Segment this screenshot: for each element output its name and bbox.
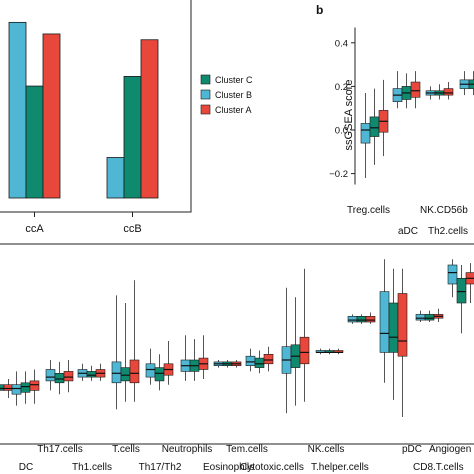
bottom-box — [129, 359, 140, 384]
b-x-label: aDC — [398, 226, 418, 237]
legend-swatch-cluster-c — [200, 74, 211, 85]
bottom-x-label: Cytotoxic.cells — [240, 462, 304, 473]
b-box — [360, 123, 371, 144]
bar-x-ticks: ccA ccB — [25, 212, 142, 235]
bottom-box — [111, 361, 122, 384]
bar-group — [8, 21, 159, 199]
bottom-x-label: Th1.cells — [72, 462, 112, 473]
bottom-x-label: Tem.cells — [226, 444, 268, 455]
panel-letter-b: b — [316, 3, 323, 17]
boxplot-panel-b: b ssGSEA score 0.4 0.2 0.0 −0.2 Treg.cells a… — [316, 3, 474, 237]
bottom-box — [379, 291, 390, 353]
bottom-box — [154, 367, 165, 382]
bottom-box — [0, 384, 5, 391]
bottom-box — [365, 315, 376, 323]
bar-x-tick-label: ccB — [123, 223, 141, 235]
bar-ccA-cluster-b — [8, 21, 27, 199]
bar-x-tick-label: ccA — [25, 223, 44, 235]
bottom-x-label: CD8.T.cells — [413, 462, 464, 473]
b-y-tick-label: 0.4 — [335, 38, 348, 49]
legend-swatch-cluster-b — [200, 89, 211, 100]
legend-label: Cluster B — [215, 90, 252, 100]
bottom-box — [254, 357, 265, 368]
bottom-x-label: NK.cells — [308, 444, 345, 455]
b-y-tick-label: 0.2 — [335, 82, 348, 93]
bottom-x-label: Th17/Th2 — [139, 462, 182, 473]
b-y-tick-label: −0.2 — [329, 169, 348, 180]
bottom-box — [415, 314, 426, 321]
bar-plot-frame — [0, 0, 192, 213]
bottom-box — [45, 369, 56, 382]
bottom-x-label: Th17.cells — [37, 444, 83, 455]
bottom-plot-frame — [0, 243, 474, 445]
b-box — [443, 88, 454, 96]
bottom-box — [86, 371, 97, 378]
legend-swatch-cluster-a — [200, 104, 211, 115]
b-x-labels: Treg.cells aDC Th2.cells NK.CD56b — [347, 205, 468, 237]
bottom-x-label: Angiogen — [429, 444, 471, 455]
bar-ccA-cluster-c — [25, 85, 44, 199]
bar-ccB-cluster-b — [106, 157, 125, 199]
bottom-x-label: pDC — [402, 444, 422, 455]
bottom-box — [29, 380, 40, 391]
bottom-x-label: T.cells — [112, 444, 140, 455]
b-x-label: Treg.cells — [347, 205, 390, 216]
b-y-tick-label: 0.0 — [335, 126, 348, 137]
bar-panel: ccA ccB Cluster C Cluster B Cluster A — [0, 0, 253, 235]
b-box — [369, 116, 380, 137]
bottom-x-label: T.helper.cells — [311, 462, 369, 473]
bottom-box — [54, 372, 65, 384]
bar-legend: Cluster C Cluster B Cluster A — [200, 74, 253, 115]
b-x-label: Th2.cells — [428, 226, 468, 237]
bottom-box — [145, 363, 156, 378]
bottom-x-label: Eosinophils — [203, 462, 254, 473]
bar-ccB-cluster-c — [123, 76, 142, 199]
bottom-box — [245, 355, 256, 367]
b-y-axis-label: ssGSEA score — [343, 80, 355, 151]
bottom-x-label: Neutrophils — [162, 444, 213, 455]
b-y-axis: 0.4 0.2 0.0 −0.2 — [329, 27, 356, 185]
b-box — [410, 81, 421, 98]
bottom-box — [356, 315, 367, 323]
b-x-label: NK.CD56b — [420, 205, 468, 216]
bottom-box — [11, 384, 22, 395]
bottom-box — [388, 302, 399, 353]
legend-label: Cluster A — [215, 105, 252, 115]
bottom-box — [397, 293, 408, 357]
bottom-box — [456, 277, 467, 304]
bottom-box — [299, 336, 310, 365]
bottom-box — [63, 371, 74, 382]
bottom-box — [20, 382, 31, 393]
bottom-box — [424, 314, 435, 321]
bottom-box — [120, 367, 131, 382]
bottom-box — [347, 315, 358, 323]
bar-ccA-cluster-a — [42, 33, 61, 199]
legend-label: Cluster C — [215, 75, 253, 85]
bottom-x-label: DC — [19, 462, 33, 473]
bar-ccB-cluster-a — [140, 39, 159, 199]
bottom-box — [447, 264, 458, 285]
b-box-groups — [360, 71, 474, 178]
bottom-box — [263, 353, 274, 365]
bottom-box — [3, 384, 14, 391]
bottom-box-groups — [0, 259, 474, 417]
